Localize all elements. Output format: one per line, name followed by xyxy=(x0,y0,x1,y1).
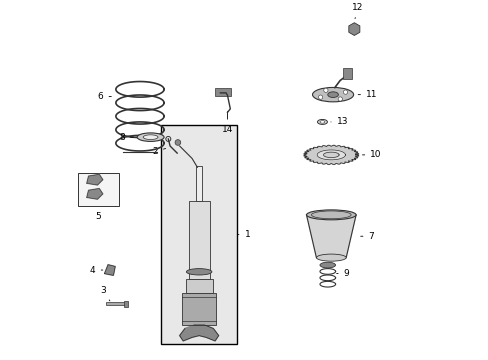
FancyBboxPatch shape xyxy=(161,125,237,345)
Text: 10: 10 xyxy=(362,150,381,159)
Polygon shape xyxy=(87,174,102,185)
Ellipse shape xyxy=(312,87,353,102)
Text: 9: 9 xyxy=(336,269,349,278)
Polygon shape xyxy=(323,152,338,158)
FancyBboxPatch shape xyxy=(342,68,351,80)
Bar xyxy=(182,293,216,325)
Text: 5: 5 xyxy=(95,212,101,221)
Text: 1: 1 xyxy=(237,230,250,239)
Ellipse shape xyxy=(186,269,211,275)
Circle shape xyxy=(338,97,342,101)
Bar xyxy=(185,279,212,293)
Ellipse shape xyxy=(316,254,346,261)
Bar xyxy=(196,166,202,201)
Text: 3: 3 xyxy=(100,286,110,301)
Text: 2: 2 xyxy=(152,147,165,156)
Bar xyxy=(124,301,128,306)
Bar xyxy=(78,172,119,206)
Polygon shape xyxy=(87,189,102,199)
Ellipse shape xyxy=(319,262,335,268)
Polygon shape xyxy=(104,265,115,275)
Circle shape xyxy=(318,95,322,99)
Polygon shape xyxy=(306,215,355,258)
Text: 4: 4 xyxy=(90,266,102,275)
Ellipse shape xyxy=(306,210,355,220)
Ellipse shape xyxy=(137,133,164,141)
Text: 12: 12 xyxy=(351,3,363,19)
Text: 11: 11 xyxy=(357,90,377,99)
Ellipse shape xyxy=(317,120,327,125)
Circle shape xyxy=(323,88,327,93)
FancyBboxPatch shape xyxy=(215,88,230,96)
Polygon shape xyxy=(303,145,358,165)
Text: 13: 13 xyxy=(330,117,347,126)
Bar xyxy=(106,302,125,306)
Polygon shape xyxy=(179,325,218,341)
Text: 8: 8 xyxy=(119,133,133,142)
Polygon shape xyxy=(317,150,345,160)
Circle shape xyxy=(175,140,181,145)
Text: 14: 14 xyxy=(222,112,233,134)
Ellipse shape xyxy=(327,92,338,98)
Bar xyxy=(188,201,209,279)
Text: 7: 7 xyxy=(360,232,373,241)
Circle shape xyxy=(343,90,347,94)
Ellipse shape xyxy=(143,135,158,139)
Text: 6: 6 xyxy=(98,92,111,101)
Ellipse shape xyxy=(319,121,324,123)
